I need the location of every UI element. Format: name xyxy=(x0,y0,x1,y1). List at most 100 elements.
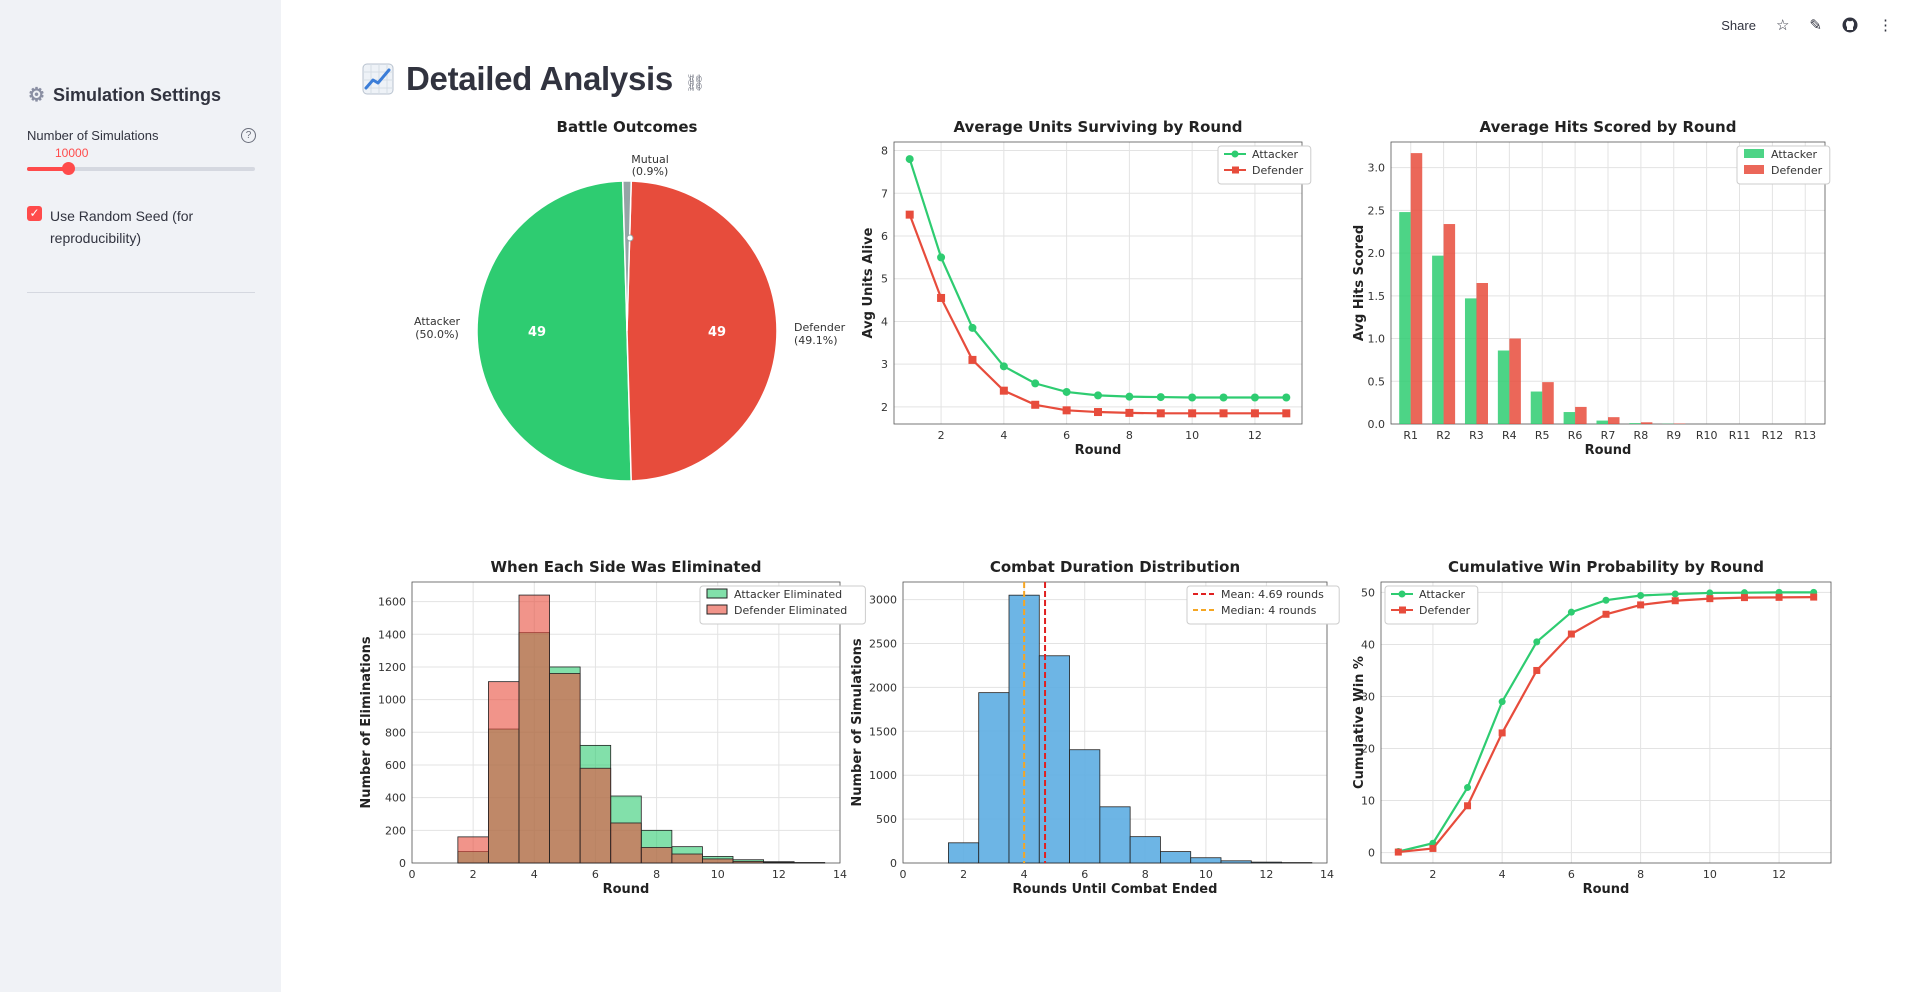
sidebar-divider xyxy=(27,292,255,293)
chart-svg: When Each Side Was Eliminated 0 200 400 600 8… xyxy=(359,558,866,897)
slider-thumb[interactable] xyxy=(61,162,75,175)
legend-label: Median: 4 rounds xyxy=(1221,604,1317,617)
duration-bin xyxy=(1190,857,1222,864)
chart-svg: Combat Duration Distribution 0 500 1000 1500… xyxy=(850,558,1340,897)
y-tick-label: 0 xyxy=(1368,847,1375,860)
legend-marker xyxy=(1232,166,1239,174)
star-icon[interactable]: ☆ xyxy=(1775,17,1790,34)
x-tick-label: R6 xyxy=(1568,429,1583,442)
chart-svg: Battle Outcomes 49 49 Attacker(50.0%) Defend… xyxy=(414,118,846,482)
x-tick-label: R3 xyxy=(1469,429,1484,442)
y-axis-label: Avg Hits Scored xyxy=(1352,225,1367,341)
point-attacker xyxy=(1062,387,1071,396)
share-button[interactable]: Share xyxy=(1721,17,1756,33)
point-attacker xyxy=(1533,638,1541,646)
y-tick-label: 1.0 xyxy=(1368,333,1386,346)
point-defender xyxy=(1637,601,1645,609)
point-defender xyxy=(1250,409,1259,418)
bar-attacker xyxy=(1432,255,1444,424)
point-defender xyxy=(999,386,1008,395)
point-attacker xyxy=(1219,393,1228,402)
legend-swatch xyxy=(1744,165,1764,174)
x-tick-label: 4 xyxy=(1000,429,1007,442)
battle-outcomes-chart: Battle Outcomes 49 49 Attacker (50.0%) Defend… xyxy=(402,118,846,498)
line-defender xyxy=(1398,595,1814,854)
point-defender xyxy=(1810,593,1818,601)
legend-box xyxy=(1217,145,1312,185)
chart-title: Average Hits Scored by Round xyxy=(1480,118,1737,136)
chart-svg: Average Units Surviving by Round 2 3 4 5 6 7 8 2… xyxy=(861,118,1312,458)
pie-pct-mutual: (0.9%) xyxy=(632,165,669,178)
bin-defender-eliminated xyxy=(732,860,764,864)
sidebar-title: ⚙ Simulation Settings xyxy=(28,84,221,107)
bin-defender-eliminated xyxy=(549,673,581,864)
x-tick-label: 14 xyxy=(1320,868,1334,881)
x-tick-label: 12 xyxy=(1259,868,1273,881)
y-tick-label: 200 xyxy=(385,824,406,837)
pie-pct-attacker: (50.0%) xyxy=(415,328,459,341)
legend-swatch xyxy=(706,588,728,599)
bar-defender xyxy=(1640,422,1653,424)
y-tick-label: 1400 xyxy=(378,628,406,641)
point-attacker xyxy=(1602,596,1610,604)
duration-bin xyxy=(1069,749,1101,864)
y-tick-label: 2.5 xyxy=(1368,204,1386,217)
y-axis-label: Avg Units Alive xyxy=(861,227,876,338)
cumulative-win-chart: Cumulative Win Probability by Round 0 10 20… xyxy=(1345,558,1841,928)
duration-bin xyxy=(1220,860,1252,864)
edit-icon[interactable]: ✎ xyxy=(1809,17,1822,34)
x-tick-label: 2 xyxy=(960,868,967,881)
random-seed-label[interactable]: Use Random Seed (for reproducibility) xyxy=(50,208,194,246)
point-defender xyxy=(1671,597,1679,605)
bar-defender xyxy=(1476,283,1488,424)
legend-label: Attacker xyxy=(1419,588,1465,601)
chart-svg: Cumulative Win Probability by Round 0 10 20… xyxy=(1352,558,1832,897)
duration-bin xyxy=(978,692,1010,864)
legend-label: Attacker xyxy=(1771,148,1817,161)
y-tick-label: 10 xyxy=(1361,795,1375,808)
point-defender xyxy=(1125,408,1134,417)
legend-label: Attacker Eliminated xyxy=(734,588,842,601)
point-defender xyxy=(1031,400,1040,409)
bar-defender xyxy=(1509,338,1521,424)
point-defender xyxy=(1188,409,1197,418)
x-tick-label: 2 xyxy=(1429,868,1436,881)
github-icon[interactable] xyxy=(1842,17,1858,33)
x-tick-label: R5 xyxy=(1535,429,1550,442)
x-tick-label: 6 xyxy=(1081,868,1088,881)
chart-increasing-icon xyxy=(362,63,394,95)
y-tick-label: 7 xyxy=(881,187,888,200)
simulations-slider[interactable] xyxy=(27,162,255,175)
point-attacker xyxy=(1156,393,1165,402)
x-tick-label: R1 xyxy=(1403,429,1418,442)
x-tick-label: 0 xyxy=(409,868,416,881)
help-icon[interactable]: ? xyxy=(241,128,256,143)
point-defender xyxy=(1464,802,1472,810)
y-tick-label: 2500 xyxy=(869,637,897,650)
link-icon[interactable]: ⛓ xyxy=(684,75,706,92)
x-axis-label: Round xyxy=(1075,443,1122,458)
legend-label: Defender xyxy=(1419,604,1471,617)
x-tick-label: 12 xyxy=(1248,429,1262,442)
bin-defender-eliminated xyxy=(488,681,520,864)
pie-slice-mutual xyxy=(621,180,633,332)
bar-defender xyxy=(1443,224,1456,424)
more-menu-icon[interactable]: ⋮ xyxy=(1878,17,1893,34)
legend-box xyxy=(699,585,866,625)
point-defender xyxy=(1282,409,1291,418)
x-tick-label: 6 xyxy=(1063,429,1070,442)
legend-swatch xyxy=(706,604,728,615)
x-tick-label: 8 xyxy=(1126,429,1133,442)
avg-units-surviving-chart: Average Units Surviving by Round 2 3 4 5 6 7 8 2… xyxy=(861,118,1312,488)
x-tick-label: 6 xyxy=(1568,868,1575,881)
x-tick-label: 10 xyxy=(1199,868,1213,881)
x-tick-label: R9 xyxy=(1666,429,1681,442)
random-seed-checkbox[interactable]: ✓ xyxy=(27,206,42,221)
y-tick-label: 1600 xyxy=(378,596,406,609)
y-tick-label: 0 xyxy=(399,857,406,870)
point-attacker xyxy=(1464,784,1472,792)
x-tick-label: R4 xyxy=(1502,429,1517,442)
x-tick-label: R12 xyxy=(1762,429,1784,442)
point-defender xyxy=(1775,593,1783,601)
x-tick-label: 12 xyxy=(1772,868,1786,881)
